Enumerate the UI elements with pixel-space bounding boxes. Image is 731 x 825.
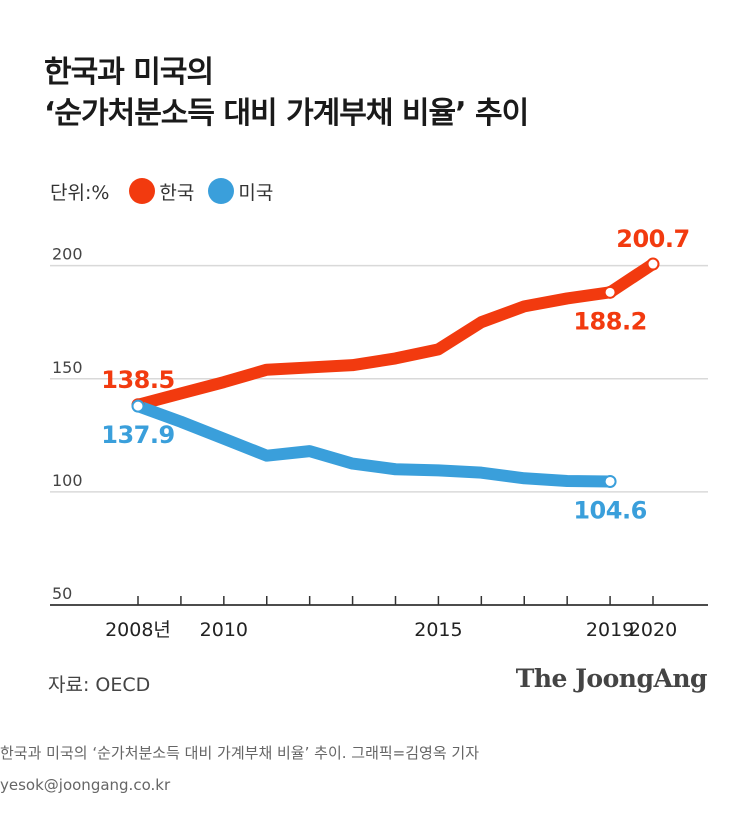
y-tick-label-100: 100 bbox=[52, 471, 83, 490]
data-label-korea-2019: 188.2 bbox=[573, 307, 646, 335]
x-tick-label-2008: 2008년 bbox=[105, 619, 171, 641]
data-point-us-2019 bbox=[603, 474, 617, 488]
legend-dot-korea bbox=[129, 178, 156, 204]
chart-legend: 단위:% 한국 미국 bbox=[50, 176, 273, 206]
data-point-korea-2020 bbox=[646, 257, 660, 271]
brand-logo: The JoongAng bbox=[515, 664, 708, 693]
photo-caption: 한국과 미국의 ‘순가처분소득 대비 가계부채 비율’ 추이. 그래픽=김영옥 … bbox=[0, 744, 480, 762]
legend-label-us: 미국 bbox=[238, 181, 274, 204]
y-tick-label-200: 200 bbox=[52, 245, 83, 264]
data-label-us-2008: 137.9 bbox=[101, 421, 174, 449]
series-line-korea bbox=[132, 258, 659, 411]
x-tick-label-2015: 2015 bbox=[414, 619, 462, 641]
legend-label-korea: 한국 bbox=[159, 181, 195, 204]
source-note: 자료: OECD bbox=[48, 674, 151, 696]
legend-item-us: 미국 bbox=[208, 178, 273, 205]
y-tick-label-50: 50 bbox=[52, 584, 72, 603]
data-label-us-2019: 104.6 bbox=[573, 496, 646, 524]
y-tick-label-150: 150 bbox=[52, 358, 83, 377]
data-label-korea-2008: 138.5 bbox=[101, 366, 174, 394]
legend-dot-us bbox=[208, 178, 235, 204]
x-tick-label-2019: 2019 bbox=[586, 619, 634, 641]
legend-item-korea: 한국 bbox=[129, 178, 194, 205]
unit-label: 단위:% bbox=[50, 181, 110, 204]
author-email: yesok@joongang.co.kr bbox=[0, 776, 171, 794]
series-line-us bbox=[132, 400, 617, 488]
chart-title-line1: 한국과 미국의 bbox=[44, 55, 214, 90]
data-point-korea-2019 bbox=[603, 285, 617, 299]
x-tick-label-2020: 2020 bbox=[629, 619, 677, 641]
x-tick-label-2010: 2010 bbox=[200, 619, 248, 641]
chart-title-line2: ‘순가처분소득 대비 가계부채 비율’ 추이 bbox=[44, 96, 529, 131]
chart-title: 한국과 미국의 ‘순가처분소득 대비 가계부채 비율’ 추이 bbox=[44, 52, 529, 134]
data-label-korea-2020: 200.7 bbox=[616, 225, 689, 253]
data-point-us-2008 bbox=[131, 399, 145, 413]
